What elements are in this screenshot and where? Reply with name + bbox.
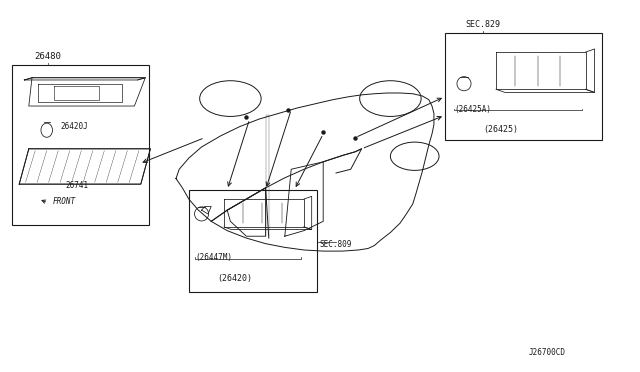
Text: (26420): (26420) [218,274,253,283]
Bar [12,65,149,225]
Text: (26425): (26425) [483,125,518,134]
Text: (26447M): (26447M) [195,253,232,262]
Text: SEC.809: SEC.809 [320,240,353,249]
Text: 26420J: 26420J [61,122,88,131]
Text: SEC.829: SEC.829 [466,20,500,29]
Text: J26700CD: J26700CD [529,348,566,357]
Bar [445,33,602,140]
Text: 26741: 26741 [65,181,88,190]
Text: 26480: 26480 [35,52,61,61]
Text: FRONT: FRONT [52,197,76,206]
Text: (26425A): (26425A) [454,105,492,113]
Bar [189,190,317,292]
